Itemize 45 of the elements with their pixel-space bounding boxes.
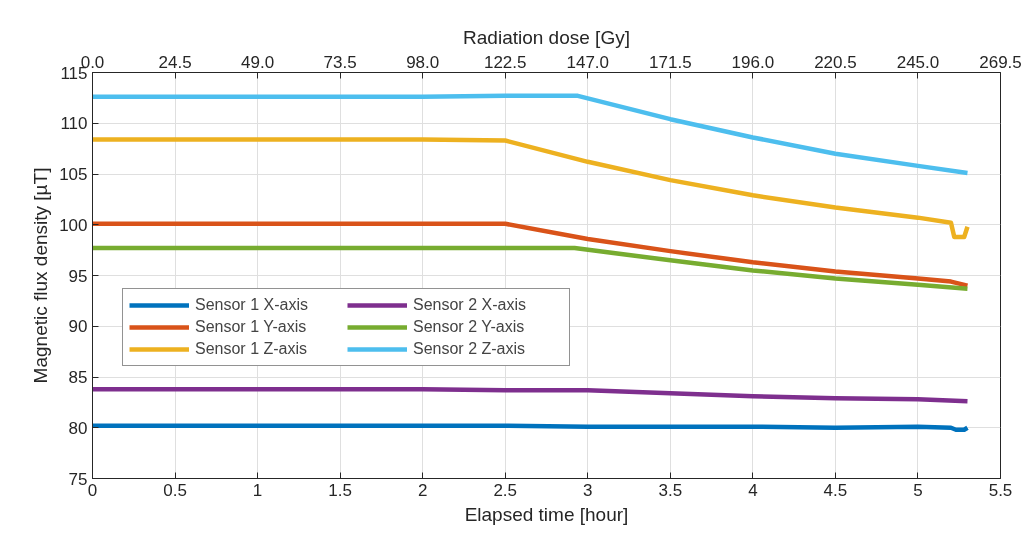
line-series <box>92 137 970 240</box>
line-series <box>92 93 970 176</box>
x2-axis-title: Radiation dose [Gy] <box>463 26 630 48</box>
y-tick-label: 80 <box>68 418 88 438</box>
legend-label: Sensor 2 Z-axis <box>413 340 527 358</box>
y-tick-label: 100 <box>59 215 88 235</box>
x-tick-label: 1 <box>252 480 263 500</box>
x2-tick-label: 245.0 <box>896 52 940 72</box>
x-tick-label: 2 <box>417 480 428 500</box>
y-tick-label: 95 <box>68 266 88 286</box>
line-series <box>92 245 970 291</box>
y-tick-label: 90 <box>68 317 88 337</box>
x2-tick-label: 49.0 <box>241 52 275 72</box>
x2-tick-label: 122.5 <box>483 52 527 72</box>
x-tick-label: 0 <box>87 480 98 500</box>
legend-label: Sensor 1 X-axis <box>195 296 309 314</box>
x-tick-label: 0.5 <box>163 480 187 500</box>
x-tick-label: 2.5 <box>493 480 518 500</box>
x-tick-label: 3.5 <box>658 480 683 500</box>
x2-tick-label: 98.0 <box>406 52 440 72</box>
y-tick-label: 105 <box>59 165 88 184</box>
x-tick-label: 3 <box>583 480 593 500</box>
line-series <box>92 221 970 288</box>
legend-label: Sensor 1 Y-axis <box>195 318 308 336</box>
x-tick-label: 1.5 <box>328 480 352 500</box>
x-axis-title: Elapsed time [hour] <box>464 503 629 525</box>
legend-label: Sensor 2 Y-axis <box>413 318 526 336</box>
x-tick-label: 5.5 <box>988 480 1013 500</box>
y-tick-label: 75 <box>68 469 88 489</box>
x2-tick-label: 196.0 <box>731 52 775 72</box>
x2-tick-label: 24.5 <box>158 52 192 72</box>
legend-label: Sensor 2 X-axis <box>413 296 527 314</box>
x-tick-label: 4.5 <box>823 480 848 500</box>
legend-label: Sensor 1 Z-axis <box>195 340 309 358</box>
x2-tick-label: 73.5 <box>323 52 357 72</box>
x2-tick-label: 269.5 <box>979 52 1022 72</box>
x2-tick-label: 147.0 <box>566 52 610 72</box>
x-tick-label: 4 <box>748 480 758 500</box>
x2-tick-label: 220.5 <box>814 52 857 72</box>
y-tick-label: 110 <box>60 114 88 134</box>
y-tick-label: 85 <box>68 368 88 387</box>
y-axis-title: Magnetic flux density [µT] <box>30 167 52 384</box>
line-series <box>92 386 970 404</box>
x-tick-label: 5 <box>913 480 923 500</box>
x2-tick-label: 171.5 <box>649 52 692 72</box>
